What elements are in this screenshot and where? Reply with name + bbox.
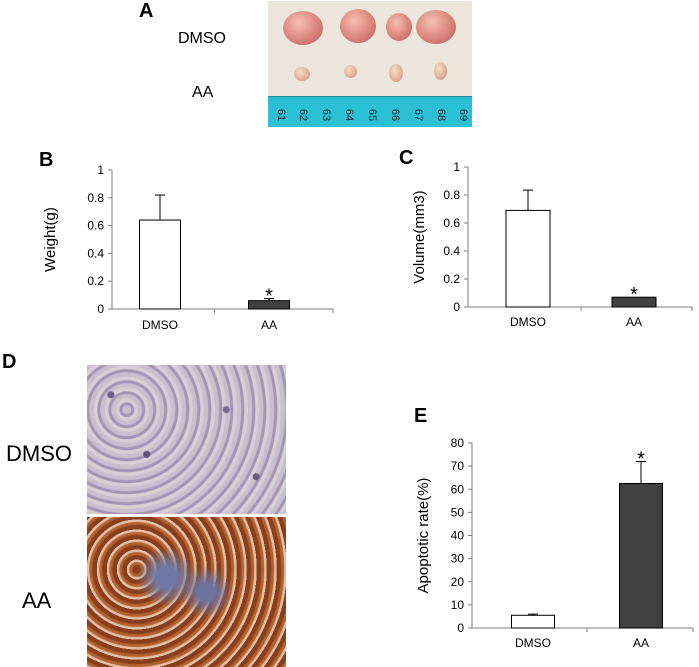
tumor-aa-4	[434, 62, 447, 80]
ruler: 61 62 63 64 65 66 67 68 69	[268, 96, 472, 127]
chart-e-y-tick-label: 20	[451, 575, 465, 589]
chart-e-bar-dmso	[511, 614, 555, 629]
tumor-dmso-1	[283, 11, 323, 45]
chart-e-y-tick-label: 40	[451, 529, 465, 543]
chart-c-y-tick-label: 0.6	[443, 216, 460, 230]
panel-d-label-aa: AA	[22, 588, 52, 613]
chart-b-category-label: AA	[261, 318, 277, 332]
panel-a-letter: A	[139, 0, 154, 22]
chart-e-y-axis-title: Apoptotic rate(%)	[415, 478, 432, 594]
tumor-dmso-3	[386, 13, 412, 41]
panel-e-letter: E	[414, 405, 428, 427]
chart-c-category-label: DMSO	[510, 315, 546, 329]
histology-dmso-image	[87, 365, 286, 514]
chart-e-significance-marker: *	[637, 449, 645, 471]
chart-e-y-tick-label: 10	[451, 598, 465, 612]
panel-b-letter: B	[39, 149, 54, 171]
chart-b-y-tick-label: 0.6	[87, 219, 104, 233]
panel-d-label-dmso: DMSO	[6, 441, 72, 466]
chart-b-y-tick-label: 0	[97, 302, 104, 316]
chart-e-category-label: DMSO	[515, 636, 551, 650]
tumor-aa-1	[294, 67, 310, 81]
chart-c-y-tick-label: 0.8	[443, 188, 460, 202]
chart-e-category-label: AA	[633, 636, 649, 650]
panel-a-label-aa: AA	[192, 84, 214, 101]
chart-e-y-tick-label: 30	[451, 552, 465, 566]
chart-c-y-tick-label: 0	[453, 300, 460, 314]
chart-c-y-tick-label: 0.2	[443, 272, 460, 286]
chart-b-bar-dmso	[139, 219, 181, 310]
chart-b-significance-marker: *	[265, 286, 273, 308]
chart-c-bar-dmso	[505, 209, 551, 308]
chart-c-y-tick-label: 0.4	[443, 244, 460, 258]
chart-c-significance-marker: *	[630, 284, 638, 306]
tumor-dmso-2	[340, 9, 376, 43]
chart-c-y-tick-label: 1	[453, 160, 460, 174]
chart-b-y-tick-label: 1	[97, 163, 104, 177]
panel-c-letter: C	[399, 147, 414, 169]
chart-b-y-tick-label: 0.8	[87, 191, 104, 205]
panel-a-label-dmso: DMSO	[178, 30, 226, 47]
chart-b-y-axis-title: Weight(g)	[42, 207, 59, 272]
chart-e-y-tick-label: 80	[451, 436, 465, 450]
chart-e-y-tick-label: 50	[451, 505, 465, 519]
chart-b-y-tick-label: 0.2	[87, 274, 104, 288]
chart-c-category-label: AA	[626, 315, 642, 329]
chart-e-bar-aa	[619, 482, 663, 629]
chart-e-y-tick-label: 70	[451, 459, 465, 473]
panel-d-letter: D	[2, 351, 17, 373]
tumor-photo: 61 62 63 64 65 66 67 68 69	[268, 1, 472, 127]
tumor-aa-3	[389, 64, 403, 82]
chart-e-y-tick-label: 0	[457, 621, 464, 635]
chart-b-category-label: DMSO	[142, 318, 178, 332]
chart-c-y-axis-title: Volume(mm3)	[411, 190, 428, 283]
chart-e-y-tick-label: 60	[451, 482, 465, 496]
chart-c-bar-aa	[611, 296, 657, 308]
chart-b-y-tick-label: 0.4	[87, 246, 104, 260]
tumor-aa-2	[344, 65, 357, 78]
tumor-dmso-4	[416, 10, 456, 44]
histology-aa-image	[87, 517, 286, 667]
